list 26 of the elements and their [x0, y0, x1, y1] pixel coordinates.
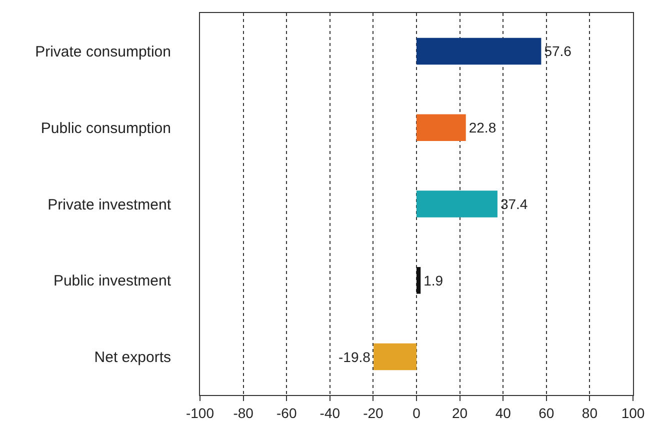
- bar: [416, 267, 421, 294]
- data-label: -19.8: [338, 348, 371, 365]
- bar: [416, 114, 466, 141]
- x-tick-label: 60: [538, 404, 554, 421]
- data-label: 57.6: [544, 43, 572, 60]
- data-label: 37.4: [500, 196, 528, 212]
- y-tick-label: Public consumption: [40, 120, 171, 137]
- x-tick-label: 0: [412, 404, 421, 421]
- bar: [416, 190, 498, 218]
- x-tick-label: 40: [495, 404, 512, 421]
- y-tick-label: Public investment: [53, 272, 172, 290]
- y-tick-label: Net exports: [94, 349, 171, 366]
- y-tick-label: Private consumption: [35, 43, 171, 60]
- bar: [416, 38, 542, 65]
- y-tick-label: Private investment: [48, 196, 172, 214]
- x-tick-label: 20: [452, 404, 468, 421]
- x-tick-label: -100: [186, 404, 214, 421]
- x-tick-label: -20: [363, 404, 384, 421]
- x-tick-label: 80: [582, 404, 598, 421]
- x-tick-label: 100: [621, 404, 645, 421]
- x-tick-label: -80: [233, 404, 254, 421]
- bar: [374, 343, 416, 370]
- x-tick-label: -60: [276, 404, 297, 421]
- x-tick-label: -40: [320, 404, 340, 421]
- data-label: 22.8: [468, 120, 496, 136]
- data-label: 1.9: [424, 272, 444, 288]
